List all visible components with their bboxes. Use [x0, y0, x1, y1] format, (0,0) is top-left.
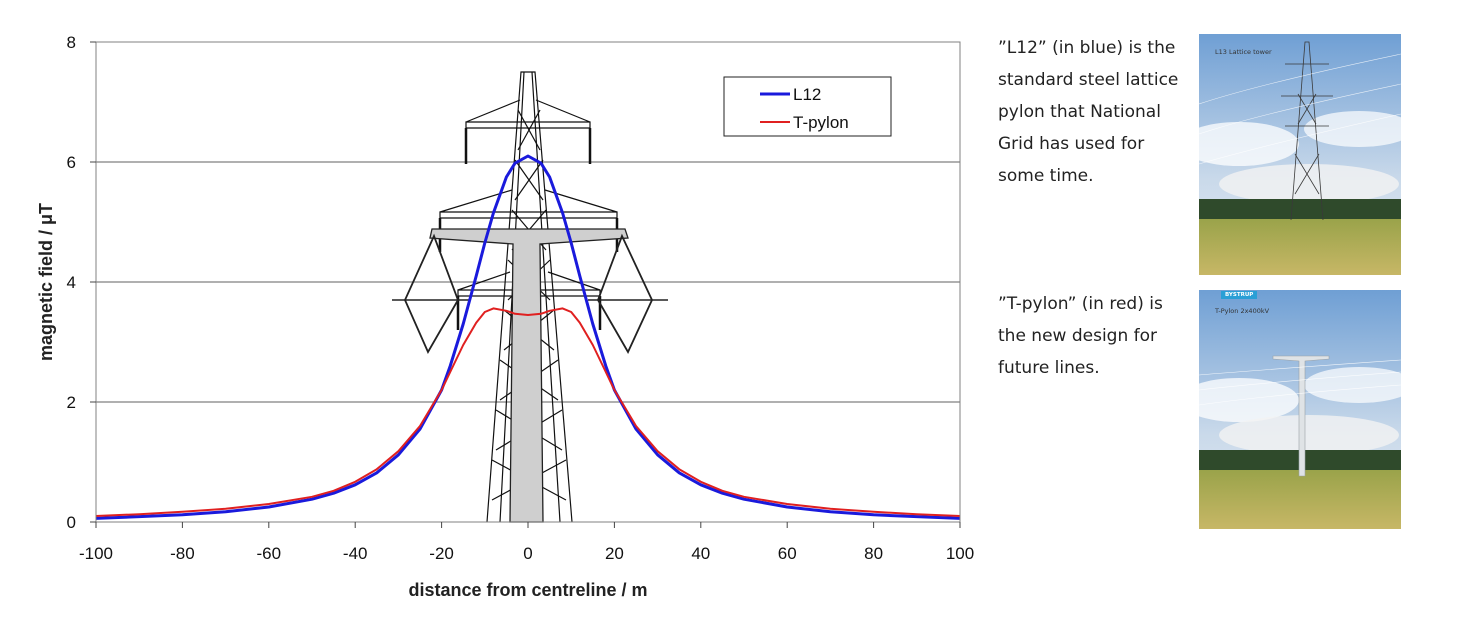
y-tick-label: 2: [67, 393, 76, 412]
pylon-illustration: [392, 71, 668, 523]
data-series: [95, 154, 961, 520]
y-tick-label: 4: [67, 273, 76, 292]
x-tick-label: 20: [605, 544, 624, 563]
t-pylon-photo-caption: T-Pylon 2x400kV: [1215, 307, 1270, 315]
x-tick-label: -20: [429, 544, 454, 563]
axes: -100 -80 -60 -40 -20 0 20 40 60 80 100 0 2 4 6 8: [67, 33, 975, 563]
legend-label-l12: L12: [793, 85, 821, 104]
bystrup-brand-badge: BYSTRUP: [1221, 291, 1258, 299]
l12-lattice-tower-photo: L13 Lattice tower: [1199, 34, 1401, 275]
t-pylon-description: ”T-pylon” (in red) is the new design for…: [998, 294, 1163, 378]
x-tick-label: -100: [79, 544, 113, 563]
x-tick-label: -40: [343, 544, 368, 563]
y-axis-title: magnetic field / μT: [36, 203, 56, 361]
series-line-l12: [95, 154, 961, 520]
l12-description: ”L12” (in blue) is the standard steel la…: [998, 38, 1179, 186]
x-tick-label: -60: [257, 544, 282, 563]
y-tick-label: 8: [67, 33, 76, 52]
y-tick-label: 0: [67, 513, 76, 532]
y-tick-label: 6: [67, 153, 76, 172]
magnetic-field-chart: -100 -80 -60 -40 -20 0 20 40 60 80 100 0 2 4 6 8 distan…: [36, 33, 975, 600]
legend-label-t-pylon: T-pylon: [793, 113, 849, 132]
l12-photo-caption: L13 Lattice tower: [1215, 48, 1272, 56]
series-line-t-pylon: [95, 307, 961, 517]
x-axis-title: distance from centreline / m: [408, 580, 647, 600]
x-tick-label: 60: [778, 544, 797, 563]
x-tick-label: -80: [170, 544, 195, 563]
t-pylon-photo: BYSTRUP T-Pylon 2x400kV: [1199, 290, 1401, 529]
x-tick-label: 100: [946, 544, 974, 563]
chart-legend: L12 T-pylon: [723, 76, 892, 137]
t-pylon-drawing: [392, 228, 668, 523]
legend-box: [723, 76, 892, 137]
x-tick-label: 80: [864, 544, 883, 563]
x-tick-label: 40: [691, 544, 710, 563]
x-tick-label: 0: [523, 544, 532, 563]
